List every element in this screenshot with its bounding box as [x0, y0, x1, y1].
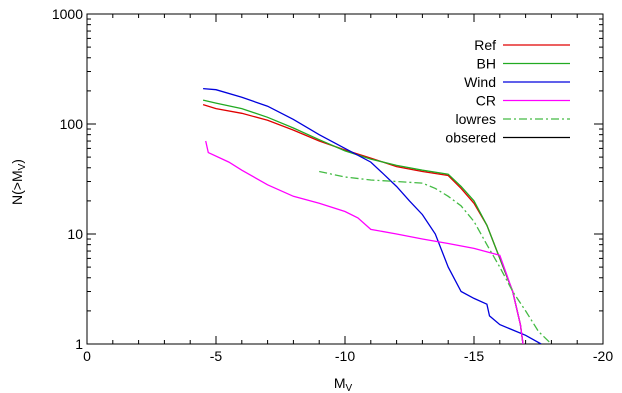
legend-label-wind: Wind — [464, 74, 496, 90]
y-tick-label: 100 — [60, 116, 84, 132]
x-tick-label: -15 — [464, 348, 484, 364]
y-tick-label: 10 — [67, 226, 83, 242]
legend-label-cr: CR — [476, 93, 496, 109]
y-axis-label: N(>MV) — [9, 159, 28, 205]
x-tick-label: -20 — [593, 348, 613, 364]
x-tick-label: -5 — [210, 348, 223, 364]
x-tick-label: -10 — [335, 348, 355, 364]
legend-label-obsered: obsered — [445, 130, 496, 146]
series-line-lowres — [319, 170, 552, 344]
y-tick-label: 1 — [75, 336, 83, 352]
series-line-bh — [202, 99, 524, 344]
legend-label-bh: BH — [477, 56, 496, 72]
legend-label-lowres: lowres — [456, 111, 496, 127]
series-line-wind — [203, 87, 542, 344]
y-tick-label: 1000 — [52, 6, 83, 22]
x-axis-label: MV — [334, 375, 353, 393]
series-line-cr — [205, 140, 524, 344]
x-tick-label: 0 — [83, 348, 91, 364]
legend-label-ref: Ref — [474, 37, 496, 53]
